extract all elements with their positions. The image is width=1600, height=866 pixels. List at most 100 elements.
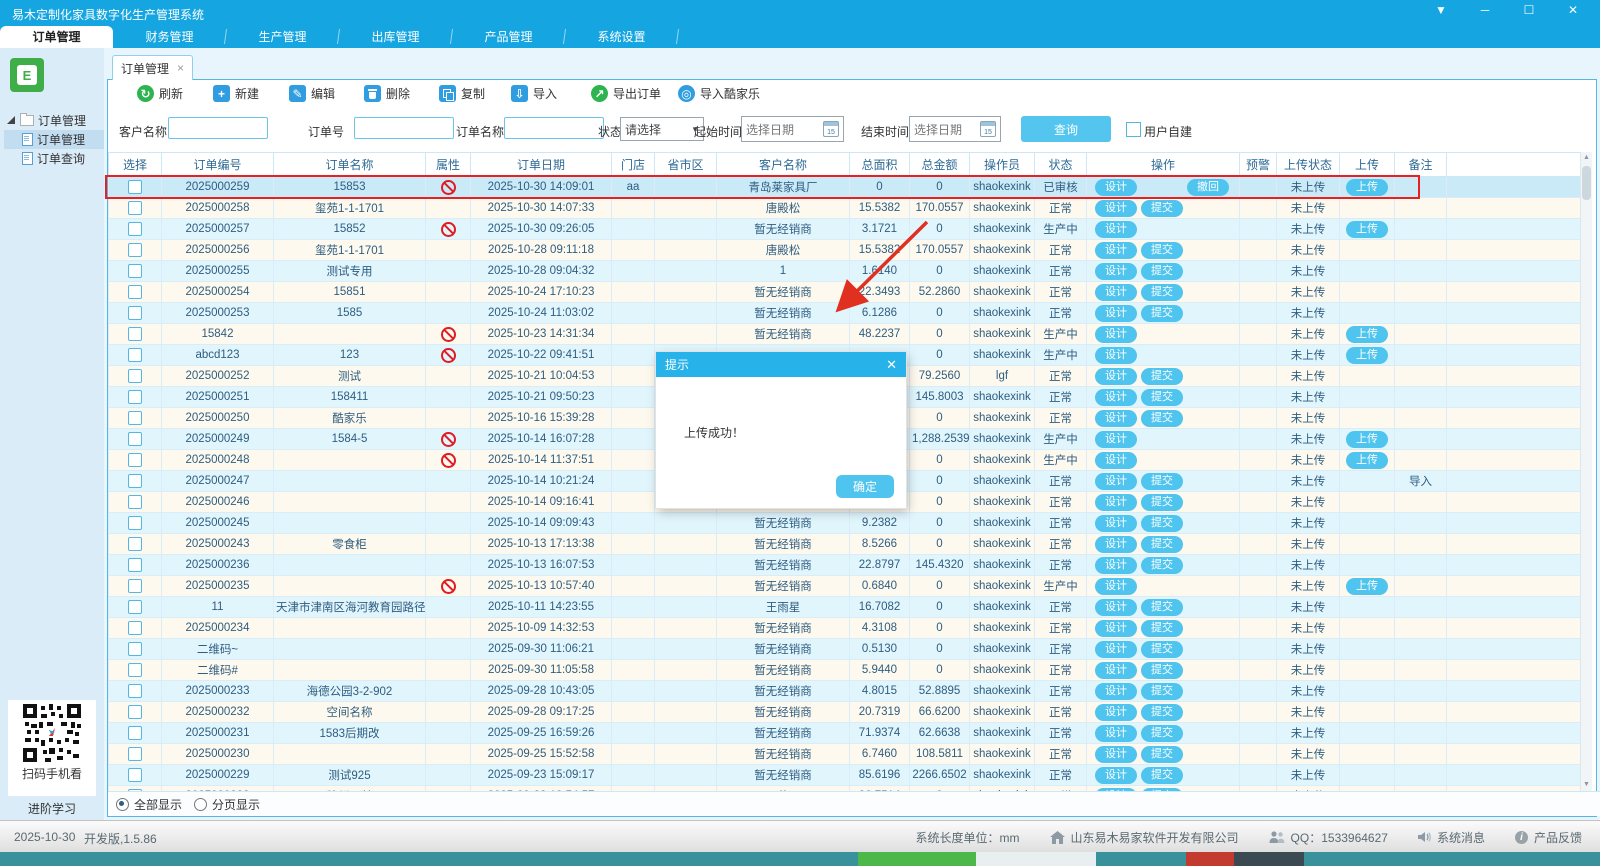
row-checkbox[interactable]: [128, 285, 142, 299]
row-checkbox[interactable]: [128, 516, 142, 530]
tree-expand-icon[interactable]: [7, 116, 15, 124]
submit-button[interactable]: 提交: [1141, 746, 1183, 763]
nav-tab-product-management[interactable]: 产品管理: [452, 26, 565, 48]
column-header[interactable]: 订单编号: [162, 153, 274, 177]
search-button[interactable]: 查询: [1021, 116, 1111, 142]
row-checkbox[interactable]: [128, 642, 142, 656]
row-checkbox[interactable]: [128, 243, 142, 257]
row-checkbox[interactable]: [128, 768, 142, 782]
submit-button[interactable]: 提交: [1141, 242, 1183, 259]
radio-show-all[interactable]: [116, 798, 129, 811]
column-header[interactable]: 门店: [612, 153, 655, 177]
submit-button[interactable]: 提交: [1141, 200, 1183, 217]
upload-button[interactable]: 上传: [1346, 179, 1388, 196]
design-button[interactable]: 设计: [1095, 452, 1137, 469]
scrollbar-thumb[interactable]: [1582, 166, 1591, 200]
submit-button[interactable]: 提交: [1141, 704, 1183, 721]
row-checkbox[interactable]: [128, 474, 142, 488]
edit-button[interactable]: ✎编辑: [289, 85, 335, 102]
nav-tab-finance-management[interactable]: 财务管理: [113, 26, 226, 48]
import-kujiale-button[interactable]: ◎导入酷家乐: [678, 85, 760, 102]
row-checkbox[interactable]: [128, 453, 142, 467]
design-button[interactable]: 设计: [1095, 242, 1137, 259]
minimize-button[interactable]: ─: [1476, 3, 1494, 17]
submit-button[interactable]: 提交: [1141, 662, 1183, 679]
row-checkbox[interactable]: [128, 348, 142, 362]
refresh-button[interactable]: ↻刷新: [137, 85, 183, 102]
column-header[interactable]: 操作员: [970, 153, 1035, 177]
row-checkbox[interactable]: [128, 537, 142, 551]
column-header[interactable]: [1447, 153, 1582, 177]
withdraw-button[interactable]: 撤回: [1187, 179, 1229, 196]
page-tab-close-icon[interactable]: ×: [177, 61, 184, 75]
column-header[interactable]: 操作: [1087, 153, 1240, 177]
design-button[interactable]: 设计: [1095, 620, 1137, 637]
row-checkbox[interactable]: [128, 684, 142, 698]
nav-tab-production-management[interactable]: 生产管理: [226, 26, 339, 48]
row-checkbox[interactable]: [128, 201, 142, 215]
submit-button[interactable]: 提交: [1141, 305, 1183, 322]
submit-button[interactable]: 提交: [1141, 473, 1183, 490]
design-button[interactable]: 设计: [1095, 536, 1137, 553]
row-checkbox[interactable]: [128, 264, 142, 278]
status-select[interactable]: 请选择 ▼: [620, 117, 704, 141]
design-button[interactable]: 设计: [1095, 746, 1137, 763]
nav-tab-system-settings[interactable]: 系统设置: [565, 26, 678, 48]
design-button[interactable]: 设计: [1095, 368, 1137, 385]
design-button[interactable]: 设计: [1095, 179, 1137, 196]
design-button[interactable]: 设计: [1095, 515, 1137, 532]
column-header[interactable]: 备注: [1395, 153, 1447, 177]
design-button[interactable]: 设计: [1095, 410, 1137, 427]
tree-node-order-management[interactable]: 订单管理: [4, 110, 104, 130]
column-header[interactable]: 省市区: [655, 153, 717, 177]
row-checkbox[interactable]: [128, 369, 142, 383]
design-button[interactable]: 设计: [1095, 494, 1137, 511]
start-date-input[interactable]: 选择日期 15: [741, 116, 844, 142]
row-checkbox[interactable]: [128, 180, 142, 194]
order-name-input[interactable]: [504, 117, 604, 139]
submit-button[interactable]: 提交: [1141, 641, 1183, 658]
submit-button[interactable]: 提交: [1141, 599, 1183, 616]
row-checkbox[interactable]: [128, 390, 142, 404]
design-button[interactable]: 设计: [1095, 326, 1137, 343]
design-button[interactable]: 设计: [1095, 347, 1137, 364]
column-header[interactable]: 属性: [426, 153, 471, 177]
submit-button[interactable]: 提交: [1141, 620, 1183, 637]
radio-paged[interactable]: [194, 798, 207, 811]
row-checkbox[interactable]: [128, 306, 142, 320]
tree-item-order-management[interactable]: 订单管理: [4, 130, 104, 149]
submit-button[interactable]: 提交: [1141, 263, 1183, 280]
upload-button[interactable]: 上传: [1346, 431, 1388, 448]
import-button[interactable]: ⇩导入: [511, 85, 557, 102]
design-button[interactable]: 设计: [1095, 221, 1137, 238]
column-header[interactable]: 预警: [1240, 153, 1277, 177]
column-header[interactable]: 总面积: [850, 153, 910, 177]
row-checkbox[interactable]: [128, 621, 142, 635]
nav-tab-outbound-management[interactable]: 出库管理: [339, 26, 452, 48]
upload-button[interactable]: 上传: [1346, 221, 1388, 238]
upload-button[interactable]: 上传: [1346, 578, 1388, 595]
column-header[interactable]: 订单日期: [471, 153, 612, 177]
design-button[interactable]: 设计: [1095, 305, 1137, 322]
product-feedback-button[interactable]: i 产品反馈: [1515, 829, 1582, 846]
new-button[interactable]: +新建: [213, 85, 259, 102]
dialog-close-icon[interactable]: ✕: [886, 357, 897, 373]
close-button[interactable]: ✕: [1564, 3, 1582, 17]
submit-button[interactable]: 提交: [1141, 557, 1183, 574]
row-checkbox[interactable]: [128, 600, 142, 614]
maximize-button[interactable]: ☐: [1520, 3, 1538, 17]
submit-button[interactable]: 提交: [1141, 683, 1183, 700]
system-messages-button[interactable]: 系统消息: [1418, 829, 1485, 846]
design-button[interactable]: 设计: [1095, 431, 1137, 448]
row-checkbox[interactable]: [128, 495, 142, 509]
submit-button[interactable]: 提交: [1141, 494, 1183, 511]
user-created-checkbox[interactable]: [1126, 122, 1141, 137]
design-button[interactable]: 设计: [1095, 473, 1137, 490]
design-button[interactable]: 设计: [1095, 200, 1137, 217]
column-header[interactable]: 客户名称: [717, 153, 850, 177]
submit-button[interactable]: 提交: [1141, 368, 1183, 385]
submit-button[interactable]: 提交: [1141, 767, 1183, 784]
design-button[interactable]: 设计: [1095, 683, 1137, 700]
column-header[interactable]: 订单名称: [274, 153, 426, 177]
design-button[interactable]: 设计: [1095, 263, 1137, 280]
